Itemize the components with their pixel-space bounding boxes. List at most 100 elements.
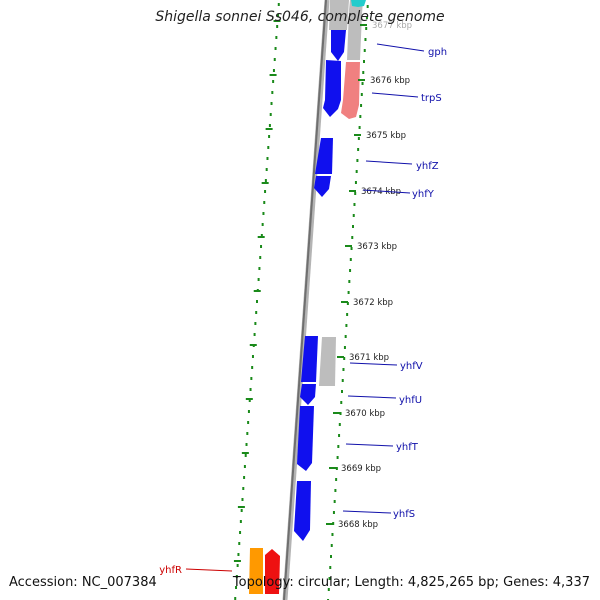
guide-dot	[330, 555, 332, 558]
accession-label: Accession: NC_007384	[9, 575, 157, 590]
guide-dot	[338, 423, 341, 426]
gene-label-yhfZ: yhfZ	[416, 161, 439, 172]
gene-leader-line	[349, 362, 398, 366]
orange-feature	[249, 548, 263, 594]
guide-dot	[355, 170, 358, 173]
guide-dot	[235, 586, 238, 589]
outer-left-dotted-guide	[233, 3, 281, 600]
guide-dot	[234, 597, 237, 600]
topology-label: Topology: circular; Length: 4,825,265 bp…	[232, 575, 590, 590]
guide-dot	[258, 267, 261, 270]
guide-dot	[264, 190, 267, 193]
guide-dot	[272, 80, 275, 83]
guide-dot	[336, 456, 339, 459]
guide-dot	[347, 291, 350, 294]
guide-dot	[349, 258, 352, 261]
gene-label-yhfY: yhfY	[412, 189, 435, 200]
guide-dash	[261, 182, 269, 184]
guide-dot	[253, 333, 256, 336]
scale-tick	[349, 190, 356, 192]
scale-tick	[329, 467, 336, 469]
guide-dot	[240, 509, 243, 512]
guide-dot	[236, 564, 239, 567]
scale-tick	[326, 523, 333, 525]
grey-feature	[347, 0, 363, 60]
guide-dot	[330, 544, 333, 547]
guide-dot	[329, 566, 332, 569]
guide-dot	[333, 500, 336, 503]
guide-dot	[263, 201, 266, 204]
gene-label-yhfU: yhfU	[399, 395, 422, 406]
guide-dot	[346, 302, 349, 305]
guide-dot	[343, 346, 346, 349]
guide-dot	[365, 16, 368, 19]
scale-tick-label: 3671 kbp	[349, 353, 389, 363]
inner-right-dotted-guide	[327, 5, 369, 600]
scale-tick	[360, 24, 367, 26]
cds-feature	[300, 384, 316, 405]
guide-dot	[268, 124, 271, 127]
guide-dot	[251, 355, 254, 358]
guide-dot	[364, 38, 367, 41]
guide-dash	[237, 506, 245, 508]
genome-backbone-line	[283, 0, 327, 600]
guide-dot	[235, 575, 238, 578]
guide-dot	[352, 225, 354, 228]
guide-dot	[332, 522, 335, 525]
guide-dot	[344, 335, 347, 338]
gene-leader-line	[345, 443, 394, 447]
guide-dot	[269, 113, 272, 116]
guide-dot	[239, 531, 242, 534]
cds-feature	[301, 336, 318, 382]
gene-leader-line	[376, 43, 425, 52]
grey-feature	[329, 0, 349, 30]
guide-dot	[247, 410, 250, 413]
guide-dot	[264, 179, 267, 182]
guide-dot	[357, 148, 360, 151]
guide-dot	[274, 47, 277, 50]
guide-dot	[332, 511, 335, 514]
guide-dot	[277, 3, 280, 6]
guide-dash	[245, 398, 253, 400]
gene-leader-line	[371, 92, 419, 98]
guide-dot	[337, 445, 340, 448]
gene-label-yhfR: yhfR	[159, 565, 182, 576]
kbp-scale: 3677 kbp 3676 kbp 3675 kbp 3674 kbp 3673 kbp…	[326, 21, 412, 530]
guide-dash	[253, 290, 261, 292]
guide-dash	[249, 344, 257, 346]
guide-dot	[349, 269, 352, 272]
scale-tick	[341, 301, 348, 303]
scale-tick-label: 3676 kbp	[370, 76, 410, 86]
guide-dot	[246, 432, 249, 435]
guide-dot	[260, 245, 263, 248]
gene-leader-line	[365, 160, 413, 165]
guide-dot	[270, 102, 273, 105]
guide-dot	[343, 357, 346, 360]
guide-dot	[341, 379, 344, 382]
guide-dot	[339, 412, 342, 415]
guide-dot	[250, 377, 253, 380]
scale-tick	[337, 356, 344, 358]
guide-dot	[244, 454, 247, 457]
guide-dash	[269, 74, 277, 76]
guide-dot	[361, 82, 364, 85]
guide-dot	[268, 135, 271, 138]
guide-dot	[358, 126, 361, 129]
guide-dot	[276, 25, 279, 28]
scale-tick-label: 3669 kbp	[341, 464, 381, 474]
scale-tick	[345, 245, 352, 247]
guide-dot	[362, 71, 365, 74]
guide-dash	[241, 452, 249, 454]
guide-dot	[267, 146, 270, 149]
guide-dot	[276, 14, 279, 17]
guide-dot	[366, 5, 369, 8]
guide-dot	[265, 168, 268, 171]
scale-tick	[333, 412, 340, 414]
guide-dot	[335, 467, 338, 470]
guide-dot	[360, 93, 363, 96]
cds-feature	[315, 138, 333, 174]
guide-dot	[354, 192, 357, 195]
cds-feature	[323, 60, 341, 117]
scale-tick-label: 3672 kbp	[353, 298, 393, 308]
